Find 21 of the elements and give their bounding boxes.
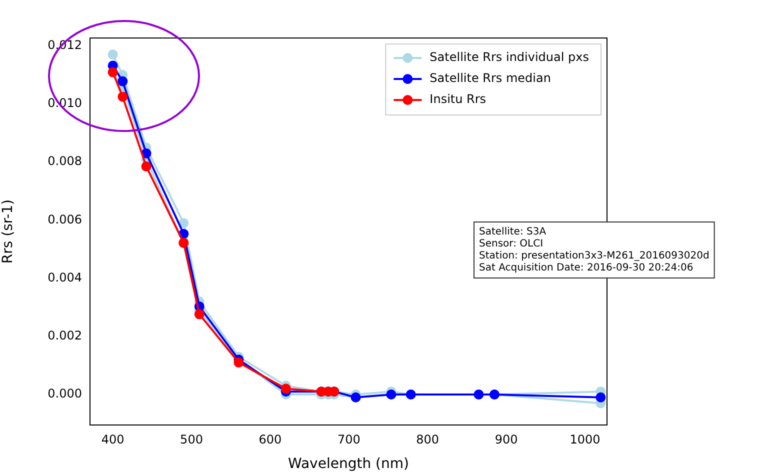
x-tick-label: 500 [180,432,203,446]
x-tick-label: 1000 [570,432,600,446]
annotation: Satellite: S3A [479,226,546,238]
y-axis-title: Rrs (sr-1) [0,199,16,264]
legend-label: Satellite Rrs individual pxs [430,50,590,64]
x-tick-label: 800 [416,432,440,446]
x-tick-label: 700 [337,432,360,446]
legend-label: Insitu Rrs [430,92,486,106]
y-tick-label: 0.008 [48,154,82,168]
y-tick-label: 0.000 [48,386,82,401]
y-tick-label: 0.004 [48,270,82,284]
annotation: Sensor: OLCI [479,238,544,250]
x-tick-label: 400 [101,432,124,446]
x-tick-label: 600 [258,432,282,446]
y-tick-label: 0.002 [48,328,82,343]
x-tick-label: 900 [494,432,518,446]
legend-label: Satellite Rrs median [430,71,551,86]
x-axis-title: Wavelength (nm) [288,456,409,472]
y-tick-label: 0.006 [48,212,82,226]
annotation: Station: presentation3x3-M261_2016093020d [479,250,710,262]
annotation: Sat Acquisition Date: 2016-09-30 20:24:06 [479,262,694,274]
